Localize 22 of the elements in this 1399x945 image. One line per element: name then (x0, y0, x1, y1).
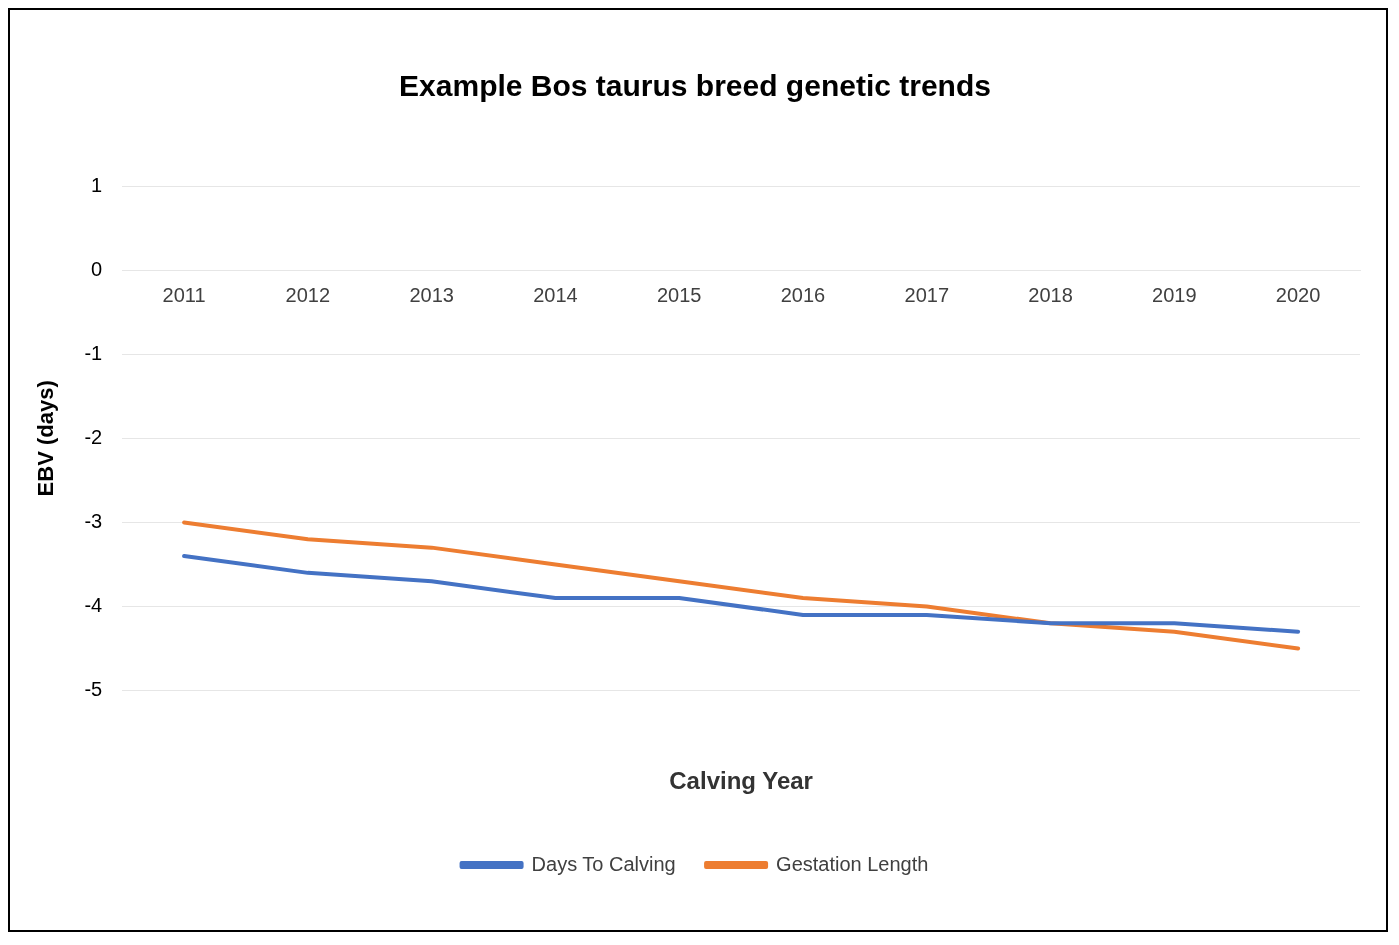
y-axis-title: EBV (days) (33, 380, 59, 497)
x-axis-title: Calving Year (669, 767, 813, 795)
x-tick-label: 2011 (162, 283, 206, 306)
y-tick-label: -2 (84, 425, 103, 448)
x-tick-label: 2012 (285, 283, 331, 306)
x-tick-label: 2018 (1028, 283, 1073, 306)
x-tick-label: 2013 (409, 283, 454, 306)
y-tick-label: -5 (84, 678, 103, 701)
x-tick-label: 2019 (1152, 283, 1197, 306)
x-tick-label: 2020 (1275, 283, 1321, 306)
legend-label: Days To Calving (531, 852, 676, 875)
y-tick-label: -4 (84, 594, 103, 617)
x-tick-label: 2017 (904, 283, 950, 306)
y-tick-label: -3 (84, 509, 103, 532)
y-tick-label: 1 (91, 173, 103, 196)
x-tick-label: 2015 (656, 283, 702, 306)
x-tick-label: 2016 (780, 283, 826, 306)
y-tick-label: 0 (91, 257, 103, 280)
legend-label: Gestation Length (776, 852, 929, 875)
chart-title: Example Bos taurus breed genetic trends (399, 69, 991, 103)
y-tick-label: -1 (84, 341, 103, 364)
x-tick-label: 2014 (533, 283, 578, 306)
